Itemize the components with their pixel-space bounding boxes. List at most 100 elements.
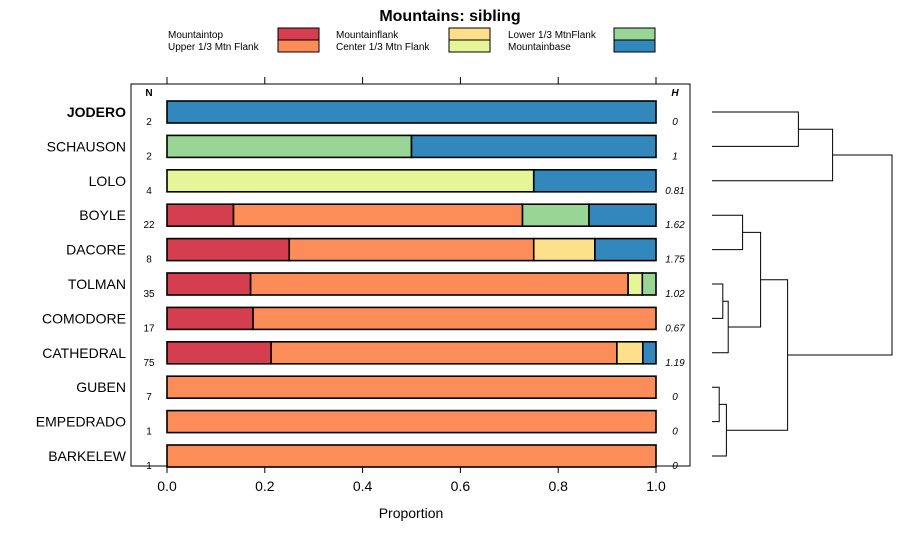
x-tick-label: 1.0 <box>646 478 666 494</box>
x-tick-label: 0.8 <box>548 478 568 494</box>
row-n-value: 7 <box>146 392 152 403</box>
bar-segment <box>166 272 252 296</box>
bar-segment <box>641 272 657 296</box>
x-tick-label: 0.6 <box>451 478 471 494</box>
dendrogram-branch <box>712 300 729 354</box>
row-label: DACORE <box>66 242 126 258</box>
row-n-value: 35 <box>143 289 155 300</box>
bar-segment <box>249 272 629 296</box>
row-label: BARKELEW <box>48 448 127 464</box>
x-tick-label: 0.0 <box>157 478 177 494</box>
bar-row: GUBEN 7 0 <box>76 375 678 403</box>
legend-label: Lower 1/3 MtnFlank <box>508 30 597 41</box>
bar-row: JODERO 2 0 <box>67 100 678 128</box>
legend-label: Upper 1/3 Mtn Flank <box>168 42 260 53</box>
bar-segment <box>532 237 596 262</box>
bar-segment <box>166 237 291 262</box>
bar-segment <box>166 409 657 434</box>
row-h-value: 1.02 <box>665 289 685 300</box>
bar-segment <box>588 203 657 227</box>
x-axis-label: Proportion <box>379 505 444 521</box>
legend-label: Mountaintop <box>168 30 223 41</box>
row-h-value: 0 <box>672 461 678 472</box>
dendrogram-branch <box>787 154 893 356</box>
legend-item: Mountaintop <box>168 27 320 41</box>
bar-segment <box>532 169 657 193</box>
legend-item: Center 1/3 Mtn Flank <box>336 39 491 53</box>
h-header: H <box>671 88 679 99</box>
dendrogram-branch <box>726 279 789 431</box>
dendrogram-branch <box>728 231 762 328</box>
bar-row: SCHAUSON 2 1 <box>47 134 678 162</box>
bar-row: BARKELEW 1 0 <box>48 444 678 472</box>
legend-swatch <box>613 27 656 41</box>
row-h-value: 0 <box>672 392 678 403</box>
row-n-value: 4 <box>146 186 152 197</box>
row-n-value: 1 <box>146 427 152 438</box>
row-label: TOLMAN <box>68 276 126 292</box>
bar-segment <box>627 272 644 296</box>
bar-row: BOYLE 22 1.62 <box>79 203 685 231</box>
bar-segment <box>594 237 657 262</box>
row-n-value: 8 <box>146 255 152 266</box>
bar-segment <box>270 340 618 365</box>
legend-item: Mountainflank <box>336 27 491 41</box>
legend-label: Center 1/3 Mtn Flank <box>336 42 430 53</box>
legend-item: Lower 1/3 MtnFlank <box>508 27 656 41</box>
bar-segment <box>166 375 657 400</box>
dendrogram <box>712 111 893 457</box>
bar-segment <box>166 134 413 159</box>
legend-item: Mountainbase <box>508 39 656 53</box>
row-h-value: 1.75 <box>665 255 685 266</box>
row-h-value: 0.81 <box>665 186 684 197</box>
row-label: COMODORE <box>42 310 126 326</box>
row-n-value: 22 <box>143 220 155 231</box>
bar-segment <box>641 340 657 365</box>
legend-item: Upper 1/3 Mtn Flank <box>168 39 320 53</box>
legend-label: Mountainbase <box>508 42 571 53</box>
legend-swatch <box>448 39 491 53</box>
bar-row: COMODORE 17 0.67 <box>42 306 685 334</box>
dendrogram-branch <box>712 283 724 319</box>
bar-segment <box>166 444 657 468</box>
bar-segment <box>616 340 644 365</box>
row-n-value: 75 <box>143 358 155 369</box>
bar-segment <box>288 237 535 262</box>
bar-segment <box>410 134 657 159</box>
bar-row: LOLO 4 0.81 <box>89 169 685 197</box>
legend-swatch <box>277 27 320 41</box>
row-label: BOYLE <box>79 207 126 223</box>
dendrogram-branch <box>712 128 834 182</box>
row-h-value: 1.19 <box>665 358 685 369</box>
bar-segment <box>232 203 524 227</box>
bar-segment <box>166 169 535 193</box>
row-n-value: 2 <box>146 151 152 162</box>
x-tick-label: 0.2 <box>255 478 275 494</box>
dendrogram-branch <box>712 111 799 147</box>
bar-row: CATHEDRAL 75 1.19 <box>42 340 685 369</box>
dendrogram-branch <box>712 386 720 423</box>
legend-swatch <box>448 27 491 41</box>
bar-segment <box>166 203 235 227</box>
bar-segment <box>166 340 272 365</box>
chart-title: Mountains: sibling <box>379 8 520 25</box>
row-label: SCHAUSON <box>47 138 126 154</box>
row-label: GUBEN <box>76 379 126 395</box>
row-h-value: 0 <box>672 427 678 438</box>
row-n-value: 2 <box>146 117 152 128</box>
bar-rows: JODERO 2 0 SCHAUSON 2 1 LOLO 4 0.81 BOYLE 22 1.62 DA… <box>36 100 685 472</box>
bar-segment <box>521 203 590 227</box>
row-h-value: 0 <box>672 117 678 128</box>
row-h-value: 1 <box>672 151 678 162</box>
row-n-value: 1 <box>146 461 152 472</box>
bar-segment <box>166 306 254 331</box>
row-label: LOLO <box>89 173 126 189</box>
legend-swatch <box>277 39 320 53</box>
bar-row: EMPEDRADO 1 0 <box>36 409 678 438</box>
bar-row: DACORE 8 1.75 <box>66 237 685 266</box>
legend-label: Mountainflank <box>336 30 399 41</box>
row-label: EMPEDRADO <box>36 414 126 430</box>
legend-swatch <box>613 39 656 53</box>
